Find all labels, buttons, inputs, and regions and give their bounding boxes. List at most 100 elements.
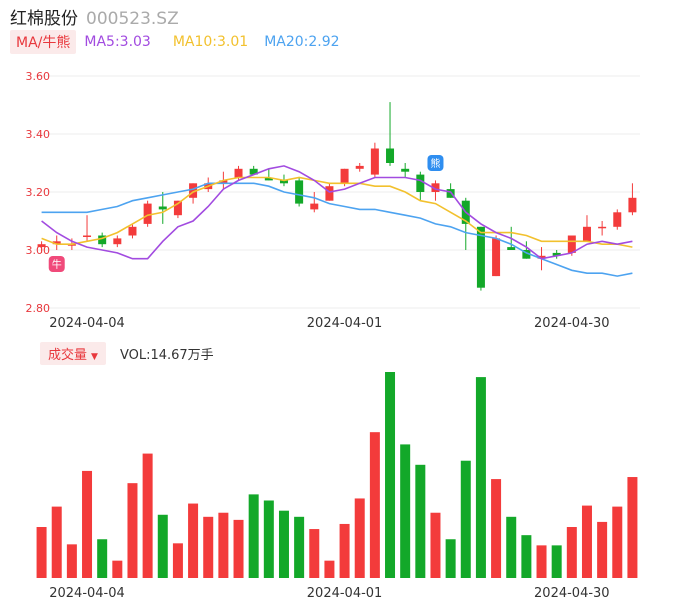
candle-body: [355, 165, 364, 169]
volume-legend: 成交量 ▼ VOL:14.67万手: [40, 342, 214, 365]
candle-body: [386, 148, 395, 163]
ma-legend: MA/牛熊 MA5:3.03 MA10:3.01 MA20:2.92: [10, 30, 340, 54]
volume-bar: [82, 470, 93, 578]
candle-body: [173, 200, 182, 216]
candle-body: [431, 183, 440, 192]
candle-body: [143, 203, 152, 224]
volume-bar: [51, 506, 62, 578]
volume-bar: [491, 479, 502, 578]
bull-marker-icon-bg: [48, 256, 65, 272]
candle-body: [158, 206, 167, 210]
volume-bar: [263, 500, 274, 578]
volume-date-tick-label: 2024-04-30: [534, 586, 610, 601]
candle-body: [401, 168, 410, 172]
ma10-legend: MA10:3.01: [172, 34, 249, 50]
candle-body: [476, 226, 485, 288]
volume-bar: [415, 464, 426, 578]
candle-body: [507, 247, 516, 250]
volume-bar: [354, 498, 365, 578]
volume-bar: [475, 377, 486, 578]
volume-bar: [566, 527, 577, 578]
candle-body: [189, 183, 198, 198]
volume-bar: [521, 535, 532, 578]
candle-body: [492, 238, 501, 277]
bear-marker-icon-bg: [427, 155, 444, 171]
candle-body: [295, 180, 304, 204]
price-tick-label: 3.40: [26, 128, 51, 141]
candle-body: [325, 186, 334, 201]
volume-bar: [97, 539, 108, 578]
volume-bar: [36, 527, 47, 578]
candle-body: [234, 168, 243, 178]
candle-body: [537, 255, 546, 259]
candle-body: [340, 168, 349, 184]
candle-body: [279, 180, 288, 184]
volume-bar: [536, 545, 547, 578]
stock-code: 000523.SZ: [86, 9, 179, 29]
volume-bar: [127, 483, 138, 578]
candle-body: [598, 226, 607, 229]
volume-bar: [430, 512, 441, 578]
volume-bar: [188, 503, 199, 578]
date-tick-label: 2024-04-30: [534, 316, 610, 331]
candle-body: [219, 180, 228, 184]
volume-bar: [551, 545, 562, 578]
candle-body: [264, 177, 273, 181]
price-tick-label: 3.20: [26, 186, 51, 199]
candle-body: [128, 226, 137, 236]
volume-bar: [157, 514, 168, 578]
volume-bar: [612, 506, 623, 578]
stock-header: 红棉股份 000523.SZ: [10, 4, 179, 29]
volume-bar: [339, 523, 350, 578]
bear-marker-icon: 熊: [427, 155, 444, 171]
volume-date-tick-label: 2024-04-04: [49, 586, 125, 601]
volume-bar: [218, 512, 229, 578]
ma5-line: [41, 165, 633, 260]
candle-body: [628, 197, 637, 213]
volume-value: VOL:14.67万手: [119, 348, 214, 363]
candle-body: [552, 252, 561, 256]
ma20-line: [41, 182, 633, 277]
volume-bar: [172, 543, 183, 578]
volume-bar: [445, 539, 456, 578]
candle-body: [37, 244, 46, 248]
volume-indicator-selector[interactable]: 成交量 ▼: [40, 342, 106, 365]
candle-body: [582, 226, 591, 242]
ma5-legend: MA5:3.03: [84, 34, 151, 50]
candle-body: [370, 148, 379, 175]
bear-marker-icon-label: 熊: [430, 157, 440, 170]
candle-body: [613, 212, 622, 227]
candle-body: [83, 235, 92, 237]
candle-body: [522, 250, 531, 259]
candle-body: [249, 168, 258, 175]
candle-body: [98, 235, 107, 245]
volume-bar: [142, 453, 153, 578]
ma-indicator-selector[interactable]: MA/牛熊: [10, 30, 77, 54]
volume-bar: [233, 519, 244, 578]
date-tick-label: 2024-04-01: [307, 316, 383, 331]
volume-bar: [203, 516, 214, 578]
volume-bar: [309, 529, 320, 578]
volume-bar: [278, 510, 289, 578]
volume-bar: [627, 477, 638, 578]
volume-bar: [581, 505, 592, 578]
volume-bar: [324, 560, 335, 578]
volume-bar: [112, 560, 123, 578]
volume-bar: [66, 544, 77, 578]
volume-bar: [460, 460, 471, 578]
candle-body: [416, 174, 425, 192]
volume-bar: [369, 432, 380, 578]
volume-bar: [294, 516, 305, 578]
volume-bar: [248, 494, 259, 578]
candle-body: [567, 235, 576, 253]
volume-bar: [506, 516, 517, 578]
stock-name: 红棉股份: [10, 9, 78, 29]
ma20-legend: MA20:2.92: [264, 34, 340, 50]
bull-marker-icon: 牛: [48, 256, 65, 272]
price-tick-label: 3.60: [26, 70, 51, 83]
volume-indicator-label: 成交量: [48, 348, 88, 363]
volume-bar: [400, 444, 411, 578]
price-tick-label: 2.80: [26, 302, 51, 315]
volume-bar: [597, 521, 608, 578]
